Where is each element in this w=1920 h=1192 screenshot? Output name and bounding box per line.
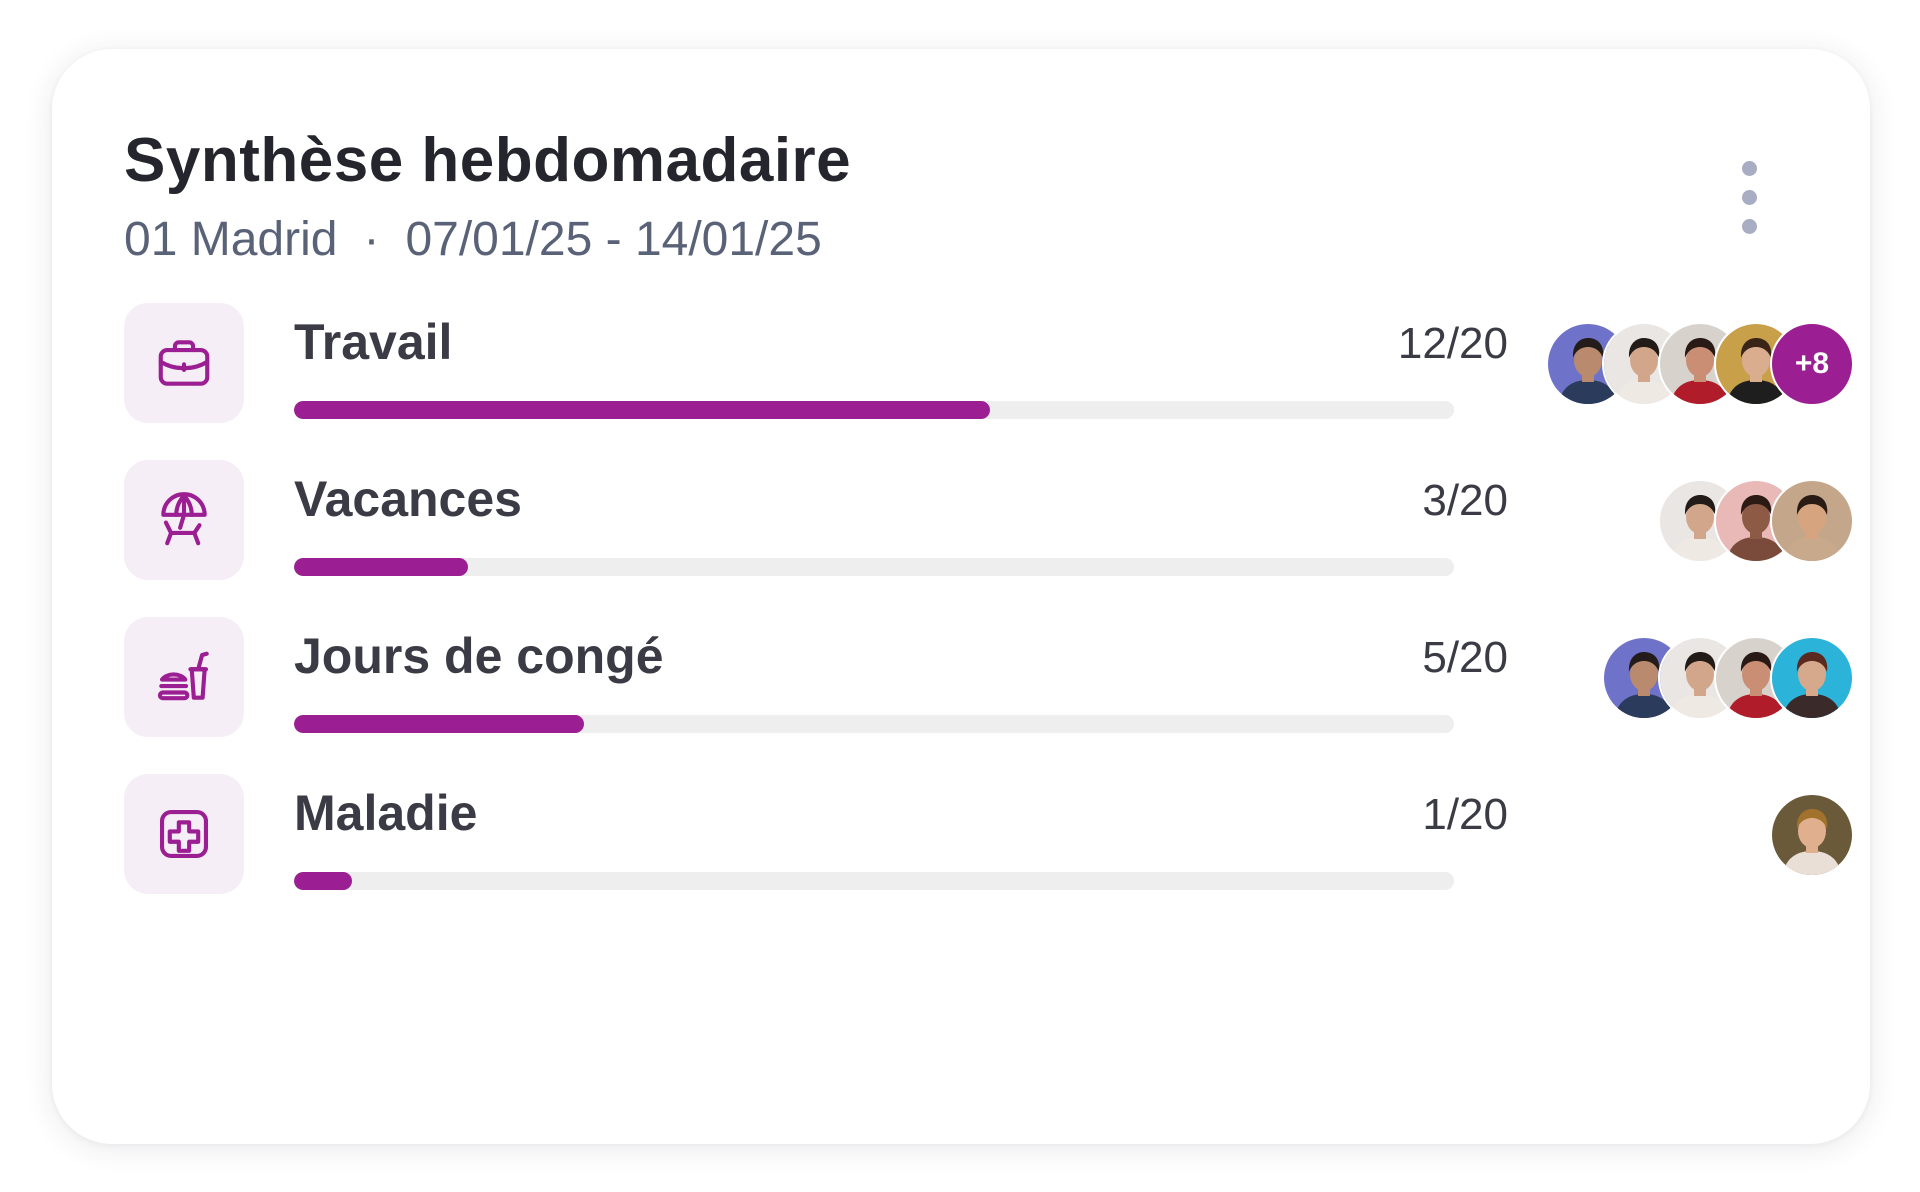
category-count: 12/20 xyxy=(1397,319,1508,368)
medical-cross-icon xyxy=(153,803,215,865)
category-count: 3/20 xyxy=(1422,476,1508,525)
category-count: 5/20 xyxy=(1422,633,1508,682)
category-label: Vacances xyxy=(294,471,522,527)
category-label: Travail xyxy=(294,314,453,370)
progress-bar-track xyxy=(294,401,1454,419)
avatar-group[interactable]: +8 xyxy=(1546,322,1854,406)
category-icon-tile xyxy=(124,774,244,894)
weekly-summary-card: Synthèse hebdomadaire 01 Madrid · 07/01/25… xyxy=(52,49,1870,1144)
progress-bar-fill xyxy=(294,401,990,419)
category-row[interactable]: Jours de congé 5/20 xyxy=(124,617,1854,739)
widget-title: Synthèse hebdomadaire xyxy=(124,126,852,195)
more-vertical-icon xyxy=(1742,161,1757,176)
avatar[interactable] xyxy=(1770,793,1854,877)
category-label: Jours de congé xyxy=(294,628,664,684)
more-vertical-icon-dot xyxy=(1742,219,1757,234)
beach-umbrella-chair-icon xyxy=(153,489,215,551)
briefcase-icon xyxy=(153,332,215,394)
category-icon-tile xyxy=(124,460,244,580)
separator-dot: · xyxy=(363,213,380,266)
more-vertical-icon-dot xyxy=(1742,190,1757,205)
category-row[interactable]: Maladie 1/20 xyxy=(124,774,1854,896)
category-icon-tile xyxy=(124,303,244,423)
avatar[interactable] xyxy=(1770,636,1854,720)
progress-bar-fill xyxy=(294,558,468,576)
location-label: 01 Madrid xyxy=(124,213,338,266)
category-icon-tile xyxy=(124,617,244,737)
progress-bar-track xyxy=(294,558,1454,576)
category-count: 1/20 xyxy=(1422,790,1508,839)
progress-bar-track xyxy=(294,872,1454,890)
progress-bar-track xyxy=(294,715,1454,733)
avatar[interactable] xyxy=(1770,479,1854,563)
avatar[interactable] xyxy=(1602,636,1686,720)
progress-bar-fill xyxy=(294,872,352,890)
category-label: Maladie xyxy=(294,785,478,841)
date-range-label: 07/01/25 - 14/01/25 xyxy=(405,213,822,266)
category-row[interactable]: Vacances 3/20 xyxy=(124,460,1854,582)
category-row[interactable]: Travail 12/20 +8 xyxy=(124,303,1854,425)
widget-subtitle: 01 Madrid · 07/01/25 - 14/01/25 xyxy=(124,212,822,267)
food-drink-icon xyxy=(153,646,215,708)
more-options-button[interactable] xyxy=(1730,161,1770,241)
avatar-group[interactable] xyxy=(1658,479,1854,563)
progress-bar-fill xyxy=(294,715,584,733)
more-avatars-badge[interactable]: +8 xyxy=(1770,322,1854,406)
avatar-group[interactable] xyxy=(1770,793,1854,877)
avatar-group[interactable] xyxy=(1602,636,1854,720)
